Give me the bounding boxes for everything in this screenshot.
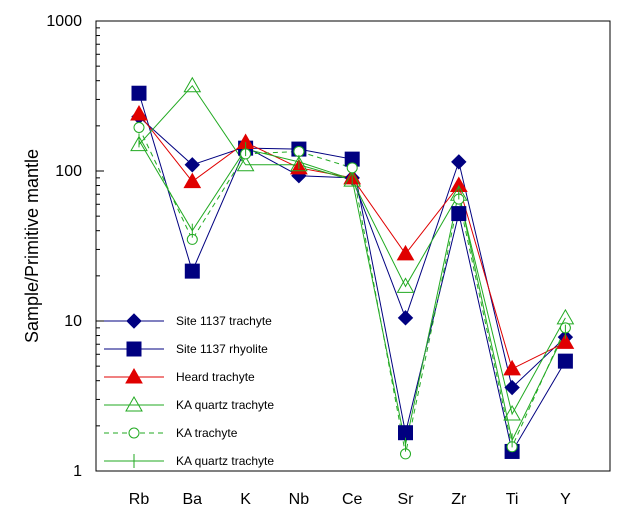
- legend-label: KA trachyte: [176, 426, 238, 440]
- legend-label: KA quartz trachyte: [176, 454, 274, 468]
- data-point: [503, 359, 521, 376]
- data-point: [346, 162, 358, 174]
- data-point: [236, 155, 255, 172]
- x-tick-label: Rb: [129, 491, 150, 508]
- data-point: [184, 157, 201, 173]
- data-point: [183, 76, 202, 93]
- data-point: [451, 206, 467, 222]
- data-point: [557, 353, 573, 369]
- y-axis-label: Sample/Primitive mantle: [22, 149, 42, 343]
- legend-marker: [125, 367, 143, 384]
- data-point: [503, 404, 521, 421]
- data-point: [130, 104, 148, 121]
- data-point: [504, 379, 520, 396]
- x-tick-label: Ce: [342, 491, 363, 508]
- legend-marker: [126, 341, 142, 357]
- x-tick-label: Ti: [506, 491, 519, 508]
- legend: Site 1137 trachyte Site 1137 rhyolite Hear…: [104, 313, 274, 468]
- x-tick-label: K: [240, 491, 251, 508]
- y-tick-label: 1: [73, 463, 82, 480]
- series-line: [138, 84, 566, 416]
- legend-label: Site 1137 trachyte: [176, 314, 272, 328]
- y-tick-label: 10: [64, 313, 82, 330]
- x-tick-label: Nb: [289, 491, 310, 508]
- data-point: [130, 135, 148, 152]
- data-point: [397, 310, 414, 326]
- data-point: [396, 244, 415, 261]
- data-point: [131, 85, 147, 101]
- x-tick-label: Zr: [451, 491, 467, 508]
- legend-marker: [128, 427, 140, 439]
- x-axis: Rb Ba K Nb Ce Sr Zr Ti Y: [129, 491, 571, 508]
- series-markers: [130, 76, 575, 460]
- legend-label: Heard trachyte: [176, 370, 255, 384]
- legend-marker: [126, 313, 142, 329]
- x-tick-label: Ba: [183, 491, 203, 508]
- legend-label: KA quartz trachyte: [176, 398, 274, 412]
- data-point: [183, 172, 202, 189]
- plot-frame: [95, 20, 611, 472]
- data-point: [556, 308, 575, 325]
- legend-label: Site 1137 rhyolite: [176, 342, 268, 356]
- y-axis: 1 10 100 1000: [46, 13, 104, 480]
- data-point: [133, 121, 145, 133]
- y-tick-label: 1000: [46, 13, 82, 30]
- y-tick-label: 100: [55, 163, 82, 180]
- data-point: [290, 155, 308, 172]
- data-point: [184, 263, 200, 279]
- legend-marker: [125, 395, 143, 412]
- x-tick-label: Y: [560, 491, 571, 508]
- data-point: [451, 154, 467, 170]
- x-tick-label: Sr: [398, 491, 415, 508]
- data-point: [396, 277, 415, 293]
- data-point: [556, 333, 575, 349]
